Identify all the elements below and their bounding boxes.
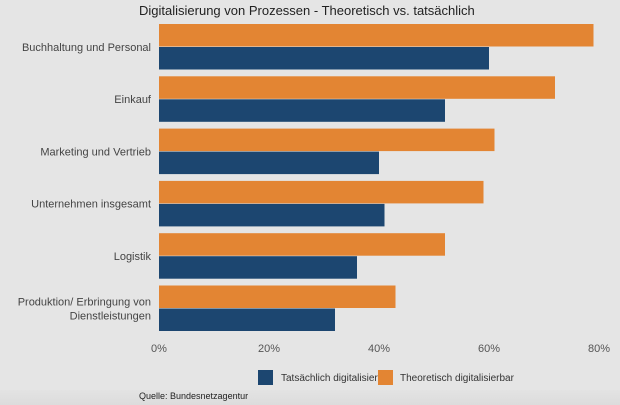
bar-theoretical [159,76,555,99]
x-tick-label: 20% [258,343,280,355]
chart-title: Digitalisierung von Prozessen - Theoreti… [139,3,475,18]
bar-actual [159,308,335,331]
x-axis-ticks: 0% 20% 40% 60% 80% [151,343,610,355]
bar-theoretical [159,128,495,152]
legend-swatch [258,370,273,385]
category-label: Unternehmen insgesamt [31,199,151,211]
bar-theoretical [159,180,484,204]
x-tick-label: 60% [478,343,500,355]
bar-actual [159,203,385,227]
category-labels: Buchhaltung und Personal Einkauf Marketing… [18,42,152,323]
legend: Tatsächlich digitalisiert Theoretisch dig… [258,370,515,385]
legend-swatch [378,370,393,385]
category-label: Dienstleistungen [70,310,151,322]
bars-layer [159,24,594,331]
legend-label: Tatsächlich digitalisiert [281,373,381,384]
footer-band [0,390,620,405]
category-label: Buchhaltung und Personal [22,42,151,54]
category-label: Produktion/ Erbringung von [18,296,151,308]
bar-theoretical [159,233,445,256]
legend-label: Theoretisch digitalisierbar [400,373,515,384]
x-tick-label: 40% [368,343,390,355]
bar-actual [159,256,357,279]
category-label: Logistik [114,251,152,263]
bar-actual [159,47,489,70]
bar-actual [159,99,445,122]
x-tick-label: 0% [151,343,167,355]
x-tick-label: 80% [588,343,610,355]
bar-theoretical [159,24,594,47]
bar-actual [159,151,379,175]
category-label: Marketing und Vertrieb [40,146,151,158]
category-label: Einkauf [114,94,152,106]
source-note: Quelle: Bundesnetzagentur [139,391,249,401]
bar-theoretical [159,285,396,308]
